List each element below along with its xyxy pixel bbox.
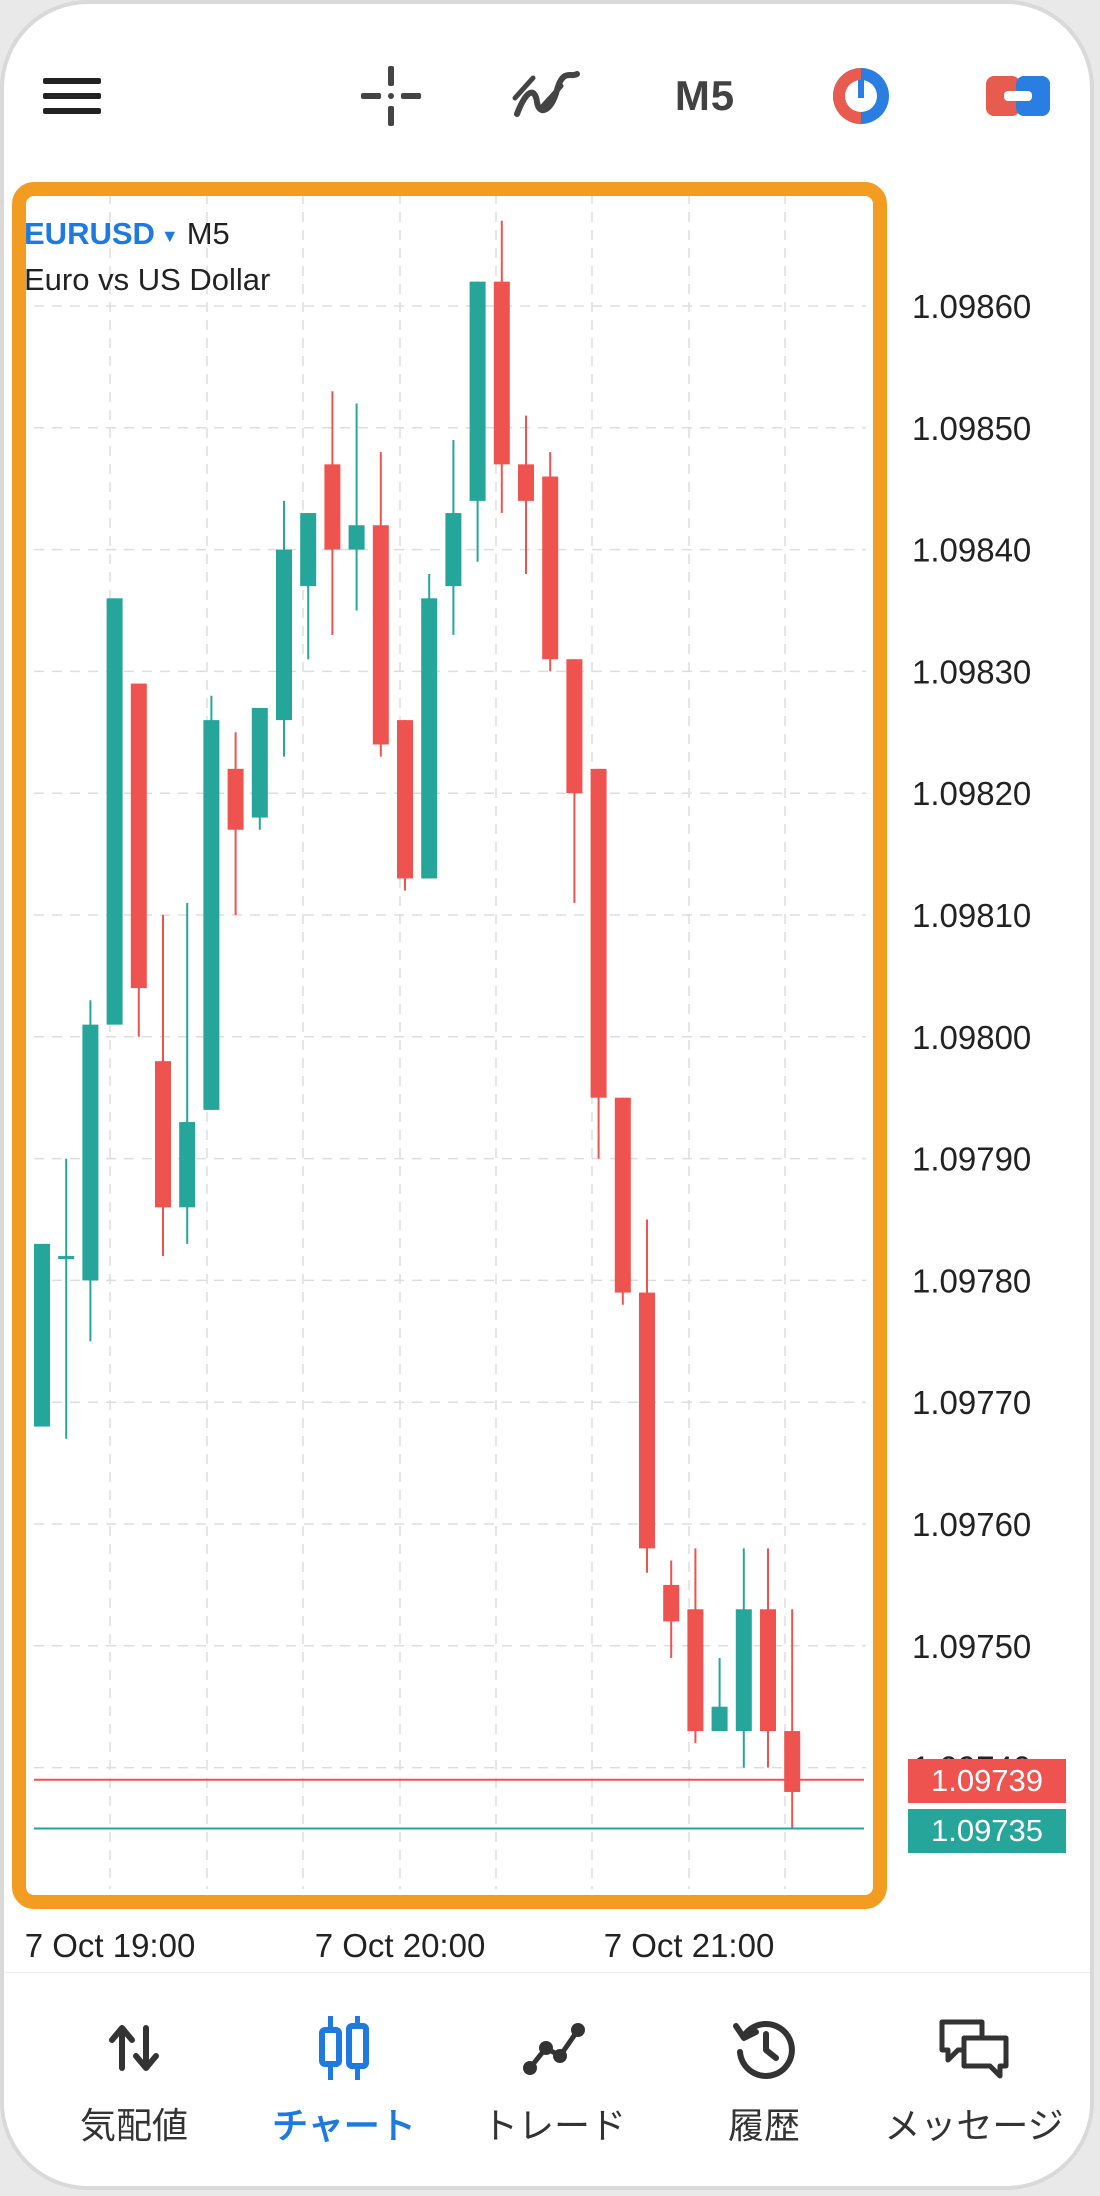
y-tick-label: 1.09790	[912, 1141, 1031, 1178]
ask-price-tag: 1.09735	[908, 1809, 1066, 1853]
candle-body	[348, 525, 365, 550]
candle-body	[614, 1097, 631, 1293]
candle-body	[155, 1061, 171, 1208]
candle-body	[735, 1609, 752, 1732]
quotes-icon	[109, 2025, 159, 2071]
nav-label-quotes: 気配値	[79, 2105, 188, 2146]
y-tick-label: 1.09750	[912, 1628, 1031, 1665]
y-tick-label: 1.09840	[912, 532, 1031, 569]
candle-body	[566, 659, 583, 794]
nav-item-history[interactable]: 履歴	[664, 2013, 864, 2163]
candle-body	[276, 549, 292, 721]
nav-item-trade[interactable]: トレード	[454, 2013, 654, 2163]
symbol-dropdown-icon: ▼	[160, 225, 179, 246]
indicators-button[interactable]	[509, 60, 583, 132]
nav-item-chart[interactable]: チャート	[244, 2013, 444, 2163]
y-tick-label: 1.09800	[912, 1019, 1031, 1056]
candle-body	[542, 476, 559, 660]
y-tick-label: 1.09780	[912, 1262, 1031, 1299]
candle-body	[493, 281, 510, 465]
candle-body	[106, 598, 123, 1025]
new-order-button[interactable]	[984, 60, 1052, 132]
indicators-icon	[512, 71, 580, 117]
candle-body	[324, 464, 341, 550]
nav-label-chart: チャート	[272, 2105, 416, 2146]
top-toolbar: M5	[4, 4, 1090, 184]
y-tick-label: 1.09860	[912, 288, 1031, 325]
candle-body	[590, 768, 607, 1098]
candle-body	[639, 1292, 655, 1549]
new-order-icon	[986, 76, 1050, 116]
candle-body	[421, 598, 438, 879]
candle-body	[687, 1609, 704, 1732]
one-click-trading-button[interactable]	[826, 60, 896, 132]
chart-icon	[319, 2016, 369, 2080]
candle-body	[179, 1122, 196, 1208]
candle-body	[469, 281, 486, 501]
candle-body	[663, 1584, 680, 1622]
x-tick-label: 7 Oct 20:00	[315, 1927, 486, 1964]
bid-price-tag: 1.09739	[908, 1759, 1066, 1803]
y-tick-label: 1.09810	[912, 897, 1031, 934]
nav-label-trade: トレード	[481, 2105, 626, 2146]
candle-body	[518, 464, 534, 501]
nav-label-messages: メッセージ	[884, 2105, 1064, 2146]
symbol-timeframe: M5	[186, 216, 230, 251]
candle-body	[760, 1609, 776, 1732]
symbol-description: Euro vs US Dollar	[24, 262, 271, 297]
candle-body	[397, 720, 413, 879]
candle-body	[445, 513, 462, 587]
bottom-navigation: 気配値 チャート	[4, 1972, 1090, 2186]
candle-body	[34, 1243, 50, 1427]
candle-body	[711, 1706, 728, 1732]
candle-body	[130, 683, 147, 989]
y-tick-label: 1.09850	[912, 410, 1031, 447]
candle-body	[784, 1731, 801, 1792]
nav-item-quotes[interactable]: 気配値	[34, 2013, 234, 2163]
candle-body	[203, 720, 220, 1110]
nav-item-messages[interactable]: メッセージ	[874, 2013, 1074, 2163]
history-icon	[733, 2021, 795, 2079]
candle-body	[58, 1256, 75, 1260]
x-tick-label: 7 Oct 19:00	[25, 1927, 196, 1964]
one-click-trading-icon	[833, 68, 889, 124]
timeframe-button[interactable]: M5	[668, 60, 742, 132]
messages-icon	[939, 2019, 1009, 2079]
symbol-name: EURUSD	[24, 216, 155, 251]
symbol-info[interactable]: EURUSD ▼ M5 Euro vs US Dollar	[24, 214, 270, 298]
y-tick-label: 1.09760	[912, 1506, 1031, 1543]
y-tick-label: 1.09770	[912, 1384, 1031, 1421]
candle-body	[251, 707, 268, 818]
candlestick-chart[interactable]: 1.09860 1.09850 1.09840 1.09830 1.09820 1.098…	[4, 4, 1094, 2004]
trade-icon	[523, 2023, 585, 2075]
crosshair-icon	[361, 66, 421, 126]
candle-body	[227, 768, 244, 830]
menu-button[interactable]	[42, 60, 102, 132]
timeframe-label: M5	[674, 72, 736, 119]
x-tick-label: 7 Oct 21:00	[604, 1927, 775, 1964]
hamburger-icon	[43, 78, 101, 114]
nav-label-history: 履歴	[727, 2105, 800, 2146]
y-tick-label: 1.09820	[912, 775, 1031, 812]
candle-body	[372, 525, 389, 745]
crosshair-button[interactable]	[356, 60, 426, 132]
candle-body	[82, 1024, 99, 1281]
y-tick-label: 1.09830	[912, 653, 1031, 690]
candle-body	[300, 513, 317, 587]
